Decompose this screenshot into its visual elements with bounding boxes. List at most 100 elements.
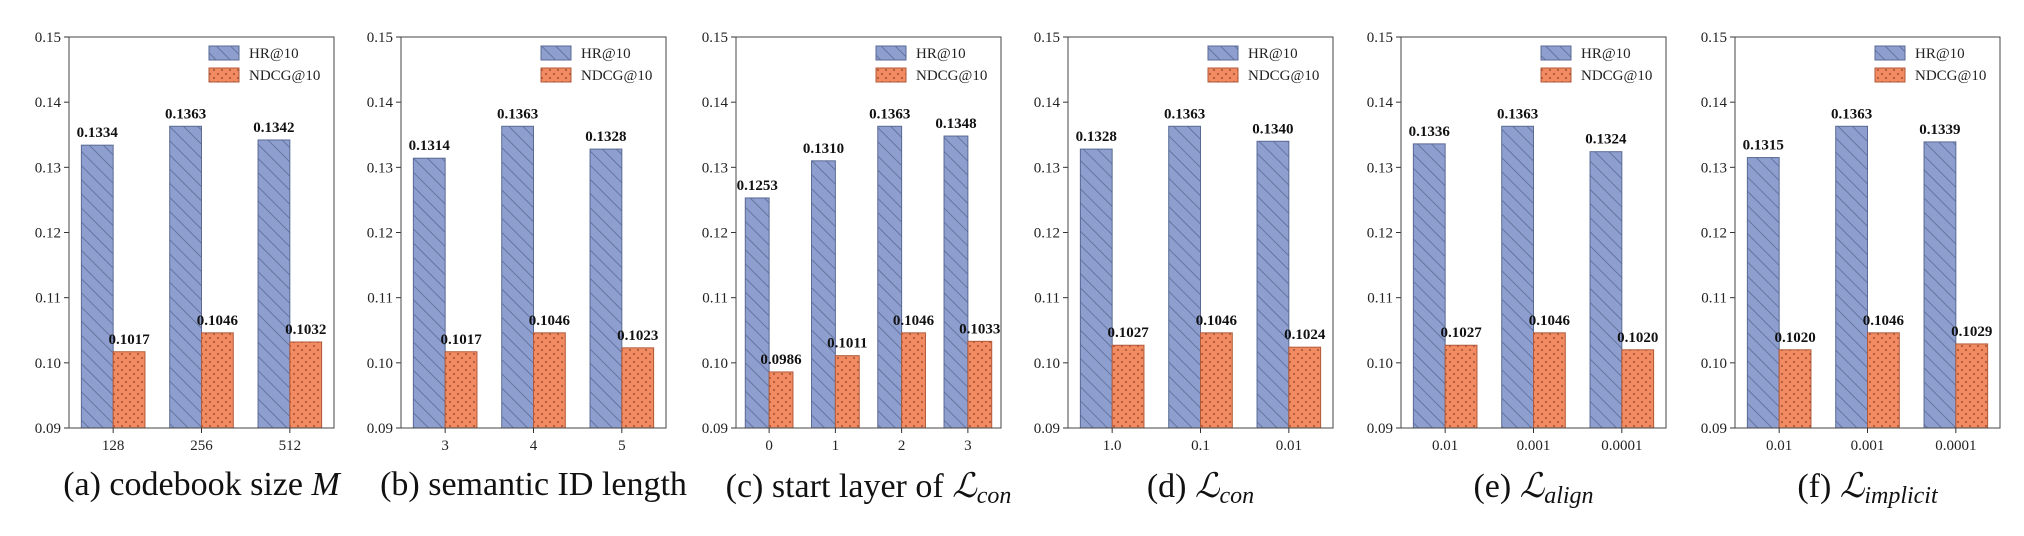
bar-value-label: 0.1363 (1497, 106, 1538, 122)
legend-swatch-hr (1874, 45, 1906, 61)
bar-value-label: 0.1328 (1076, 129, 1117, 145)
bar-value-label: 0.1011 (827, 336, 867, 352)
y-tick-label: 0.09 (702, 421, 728, 437)
x-tick-label: 0.001 (1517, 438, 1551, 454)
bar-hr (744, 197, 770, 429)
y-tick-label: 0.13 (1367, 160, 1393, 176)
bar-ndcg (1288, 346, 1322, 429)
caption-math-symbol: ℒ (1195, 466, 1220, 506)
bar-ndcg (1867, 332, 1900, 429)
y-tick-label: 0.13 (1034, 160, 1060, 176)
bar-ndcg (768, 371, 794, 429)
bar-hr (943, 135, 969, 429)
bar-hr (877, 125, 903, 429)
y-tick-label: 0.12 (1367, 226, 1393, 242)
caption-subscript: implicit (1864, 483, 1938, 509)
legend-label: NDCG@10 (249, 68, 320, 84)
bar-value-label: 0.1336 (1409, 124, 1451, 140)
caption-math-symbol: M (311, 466, 340, 503)
bar-value-label: 0.1328 (585, 129, 626, 145)
x-tick-label: 3 (441, 438, 449, 454)
legend-label: HR@10 (581, 46, 631, 62)
bar-value-label: 0.0986 (760, 352, 802, 368)
x-tick-label: 4 (530, 438, 538, 454)
bar-ndcg (1200, 332, 1233, 429)
legend-swatch-ndcg (1540, 67, 1572, 83)
bar-value-label: 0.1363 (869, 106, 910, 122)
y-tick-label: 0.12 (35, 226, 61, 242)
bar-value-label: 0.1253 (737, 178, 778, 194)
y-tick-label: 0.15 (1367, 30, 1393, 46)
y-tick-label: 0.14 (1034, 95, 1061, 111)
bar-hr (1412, 143, 1446, 429)
bar-ndcg (901, 332, 926, 429)
y-tick-label: 0.11 (702, 291, 728, 307)
caption-prefix: (a) codebook size (63, 466, 312, 503)
y-tick-label: 0.09 (1701, 421, 1727, 437)
caption-math-symbol: ℒ (1519, 466, 1545, 506)
legend-label: HR@10 (1248, 46, 1298, 62)
bar-value-label: 0.1020 (1617, 330, 1658, 346)
bar-ndcg (1621, 349, 1655, 429)
subplot-d: 0.09 0.10 0.11 0.12 0.13 0.14 0.15 1.0 0.1328 0.1… (1034, 30, 1334, 454)
y-tick-label: 0.11 (1367, 291, 1393, 307)
bar-value-label: 0.1027 (1107, 325, 1149, 341)
caption-subscript: align (1544, 483, 1594, 509)
caption-a: (a) codebook size M (63, 466, 340, 504)
bar-value-label: 0.1340 (1252, 121, 1293, 137)
y-tick-label: 0.12 (367, 226, 393, 242)
bar-hr (1746, 157, 1780, 429)
caption-b: (b) semantic ID length (380, 466, 687, 504)
x-tick-label: 1.0 (1103, 438, 1122, 454)
bar-value-label: 0.1024 (1284, 327, 1326, 343)
x-tick-label: 0.01 (1766, 438, 1792, 454)
y-tick-label: 0.09 (1034, 421, 1060, 437)
x-tick-label: 128 (102, 438, 125, 454)
legend-label: HR@10 (1915, 46, 1965, 62)
bar-hr (412, 157, 446, 429)
bar-hr (501, 125, 535, 429)
bar-value-label: 0.1020 (1774, 330, 1815, 346)
legend-label: HR@10 (916, 46, 966, 62)
bar-value-label: 0.1314 (409, 138, 451, 154)
bar-hr (1923, 141, 1957, 429)
caption-prefix: (b) semantic ID length (380, 466, 687, 503)
bar-value-label: 0.1363 (1164, 106, 1205, 122)
bar-value-label: 0.1324 (1585, 132, 1627, 148)
x-tick-label: 0.1 (1191, 438, 1210, 454)
bar-value-label: 0.1046 (197, 313, 239, 329)
legend-swatch-hr (540, 45, 572, 61)
y-tick-label: 0.10 (702, 356, 728, 372)
y-tick-label: 0.12 (702, 226, 728, 242)
caption-d: (d) ℒcon (1147, 466, 1254, 510)
plot-frame (1067, 36, 1334, 429)
bar-value-label: 0.1348 (935, 116, 976, 132)
legend-swatch-ndcg (875, 67, 907, 83)
bar-value-label: 0.1029 (1951, 324, 1992, 340)
y-tick-label: 0.12 (1034, 226, 1060, 242)
caption-prefix: (f) (1797, 468, 1840, 505)
bar-value-label: 0.1017 (108, 332, 150, 348)
bar-ndcg (967, 340, 993, 429)
y-tick-label: 0.11 (35, 291, 61, 307)
y-tick-label: 0.12 (1701, 226, 1727, 242)
y-tick-label: 0.10 (367, 356, 393, 372)
y-tick-label: 0.13 (1701, 160, 1727, 176)
x-tick-label: 0 (765, 438, 773, 454)
bar-ndcg (1533, 332, 1566, 429)
bar-value-label: 0.1310 (803, 141, 844, 157)
bar-value-label: 0.1363 (497, 106, 538, 122)
bar-ndcg (1955, 343, 1989, 429)
bar-value-label: 0.1315 (1743, 138, 1784, 154)
bar-hr (1589, 151, 1623, 429)
bar-value-label: 0.1023 (617, 328, 658, 344)
bar-hr (1079, 148, 1113, 429)
caption-subscript: con (976, 483, 1012, 509)
bar-ndcg (621, 347, 655, 429)
legend-label: HR@10 (1581, 46, 1631, 62)
legend-swatch-ndcg (208, 67, 240, 83)
bar-value-label: 0.1017 (440, 332, 482, 348)
bar-ndcg (834, 355, 860, 429)
caption-math-symbol: ℒ (1839, 466, 1865, 506)
